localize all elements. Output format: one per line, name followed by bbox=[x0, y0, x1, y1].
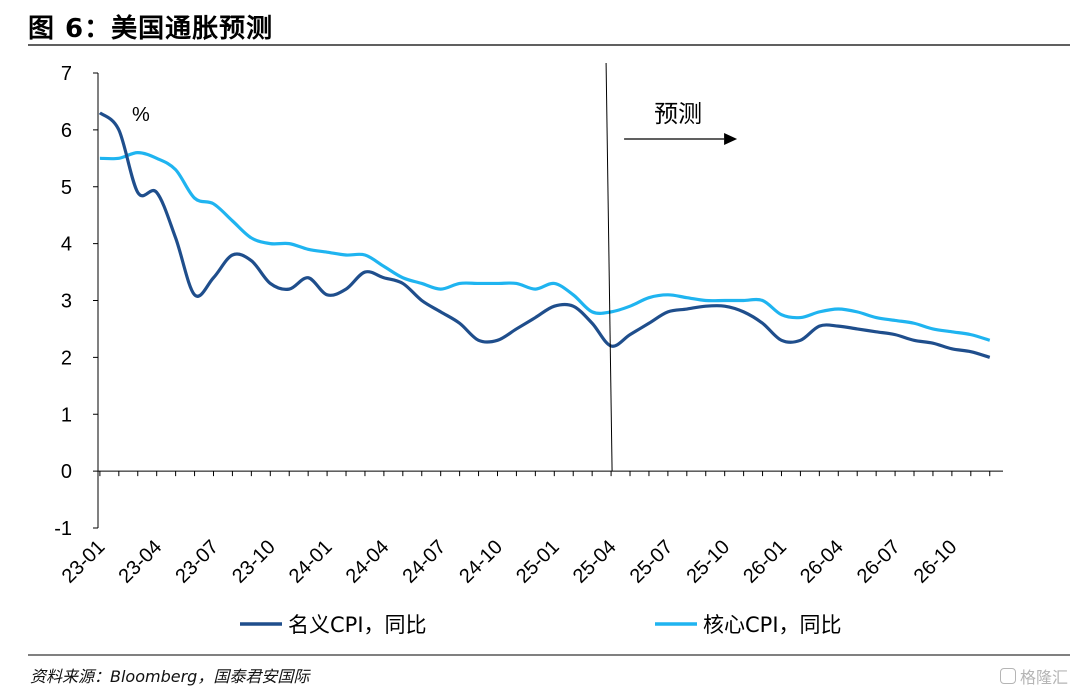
watermark: 格隆汇 bbox=[999, 664, 1068, 688]
x-tick-label: 24-10 bbox=[455, 536, 507, 588]
forecast-label: 预测 bbox=[654, 100, 702, 128]
x-tick-label: 23-01 bbox=[58, 536, 110, 588]
axes: -1 0 1 2 3 4 5 6 7 23-01 23-04 23-07 23-10 24-01 24-04… bbox=[54, 63, 1003, 588]
unit-label: % bbox=[132, 104, 150, 126]
x-tick-label: 25-01 bbox=[512, 536, 564, 588]
x-tick-label: 25-07 bbox=[626, 536, 678, 588]
y-tick-label: 3 bbox=[61, 291, 72, 313]
y-tick-label: 6 bbox=[61, 120, 72, 142]
forecast-arrow-head bbox=[724, 133, 738, 145]
x-tick-label: 24-07 bbox=[398, 536, 450, 588]
figure-title: 图 6：美国通胀预测 bbox=[28, 14, 274, 44]
series-line-0 bbox=[98, 111, 991, 359]
source-note: 资料来源：Bloomberg，国泰君安国际 bbox=[30, 667, 310, 686]
y-tick-label: 2 bbox=[61, 347, 72, 369]
x-tick-label: 23-04 bbox=[114, 536, 166, 588]
y-tick-label: -1 bbox=[54, 518, 72, 540]
series-line-1 bbox=[99, 151, 991, 342]
annotations: % 预测 bbox=[132, 62, 738, 472]
x-tick-label: 25-10 bbox=[682, 536, 734, 588]
x-tick-label: 26-01 bbox=[739, 536, 791, 588]
watermark-logo-icon bbox=[999, 668, 1016, 684]
x-tick-label: 24-01 bbox=[285, 536, 337, 588]
x-tick-label: 26-10 bbox=[910, 536, 962, 588]
legend-label-1: 核心CPI，同比 bbox=[703, 613, 842, 637]
forecast-divider-line bbox=[605, 62, 613, 472]
watermark-text: 格隆汇 bbox=[1019, 668, 1068, 687]
y-tick-label: 7 bbox=[61, 63, 72, 85]
y-tick-label: 4 bbox=[61, 234, 72, 256]
x-tick-label: 26-04 bbox=[796, 536, 848, 588]
legend: 名义CPI，同比 核心CPI，同比 bbox=[240, 613, 842, 637]
x-tick-label: 25-04 bbox=[569, 536, 621, 588]
x-tick-label: 26-07 bbox=[853, 536, 905, 588]
y-tick-label: 5 bbox=[61, 177, 72, 199]
x-tick-label: 23-07 bbox=[171, 536, 223, 588]
x-tick-label: 23-10 bbox=[228, 536, 280, 588]
y-tick-label: 1 bbox=[61, 404, 72, 426]
x-tick-label: 24-04 bbox=[342, 536, 394, 588]
legend-label-0: 名义CPI，同比 bbox=[288, 613, 427, 637]
y-tick-label: 0 bbox=[61, 461, 72, 483]
series-layer bbox=[98, 111, 991, 359]
